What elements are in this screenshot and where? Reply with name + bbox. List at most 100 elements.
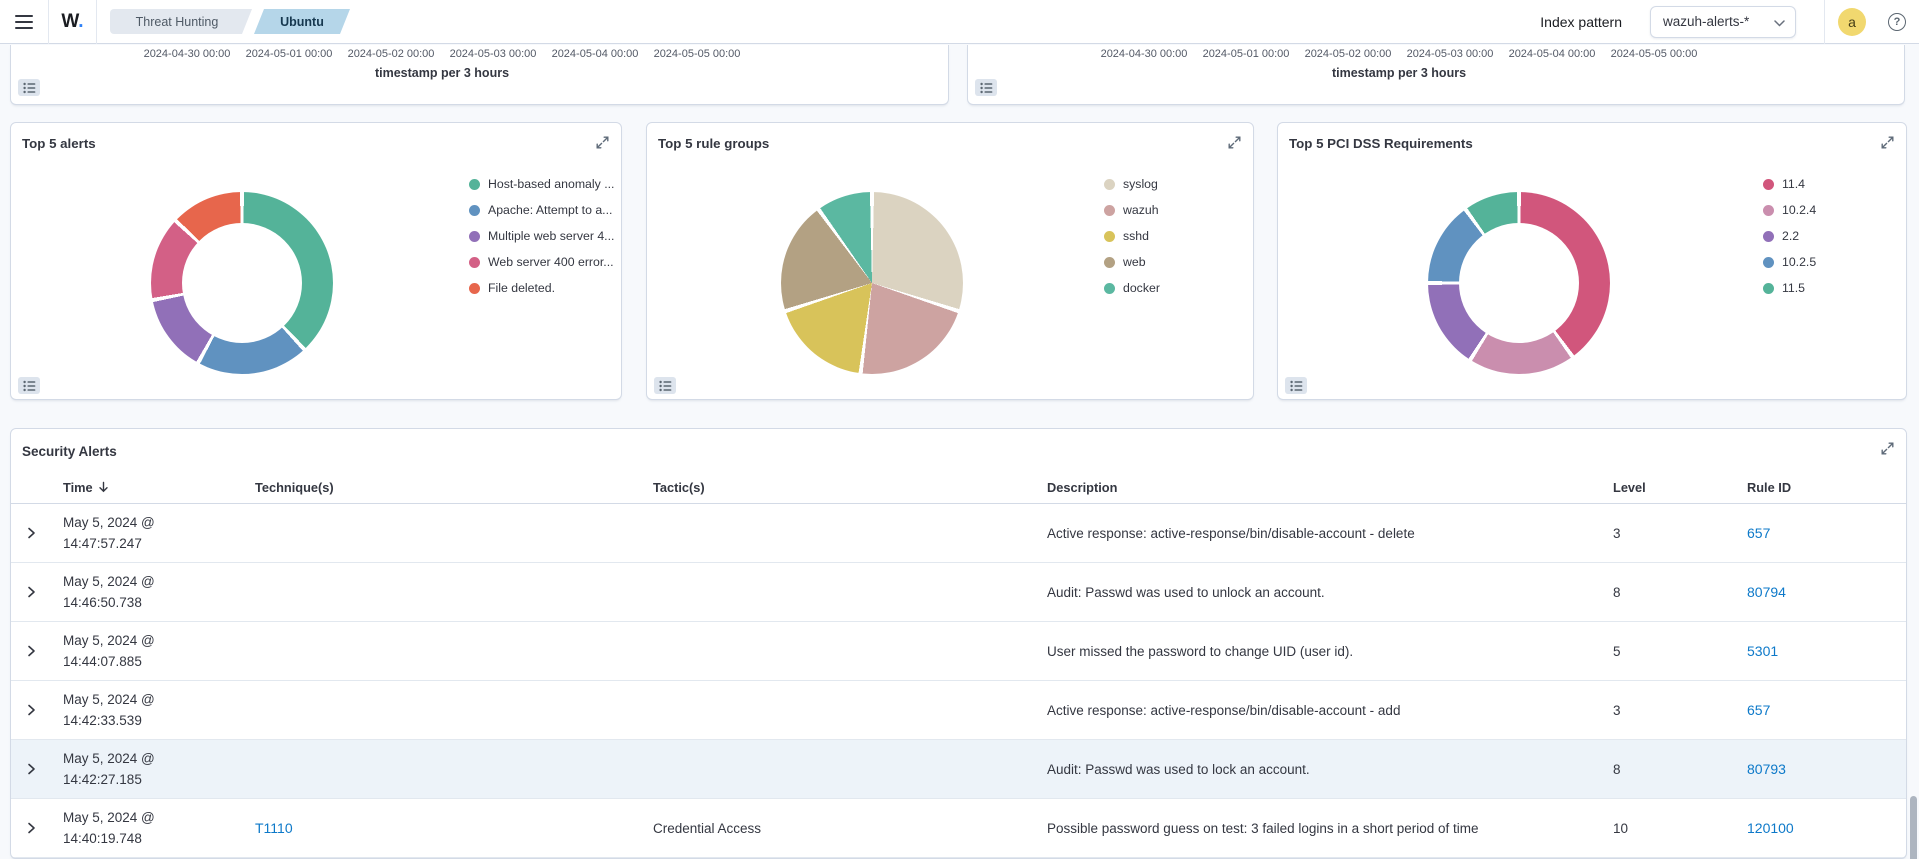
rule-id-link[interactable]: 120100 [1747,819,1794,836]
legend-item[interactable]: File deleted. [469,281,614,295]
breadcrumb-tab-label: Threat Hunting [135,14,219,29]
alerts-table: Time Technique(s) Tactic(s) Description Leve… [11,471,1906,858]
cell-rule-id: 657 [1735,523,1906,544]
column-header-technique-s-[interactable]: Technique(s) [243,480,641,495]
donut-chart[interactable] [1428,192,1610,374]
list-icon[interactable] [18,79,40,96]
cell-time: May 5, 2024 @ 14:40:19.748 [63,810,155,846]
chevron-down-icon [1774,19,1785,27]
cell-rule-id: 80794 [1735,582,1906,603]
rule-id-link[interactable]: 657 [1747,524,1771,541]
table-header-row: Time Technique(s) Tactic(s) Description Leve… [11,471,1906,504]
list-icon[interactable] [18,377,40,394]
wazuh-logo[interactable]: W. [61,10,84,32]
hamburger-menu-button[interactable] [0,0,48,44]
rule-id-link[interactable]: 5301 [1747,642,1779,659]
donut-hole [1459,223,1579,343]
table-row: May 5, 2024 @ 14:40:19.748 T1110 Credentia… [11,799,1906,858]
vertical-scrollbar-thumb[interactable] [1910,796,1917,859]
column-header-rule-id[interactable]: Rule ID [1735,480,1906,495]
expand-icon[interactable] [1879,134,1896,151]
legend-item[interactable]: Web server 400 error... [469,255,614,269]
row-expand-button[interactable] [11,622,51,680]
list-icon[interactable] [654,377,676,394]
row-expand-button[interactable] [11,681,51,739]
rule-id-link[interactable]: 80793 [1747,760,1786,777]
cell-level: 10 [1613,820,1629,836]
row-expand-button[interactable] [11,563,51,621]
navbar-divider [96,0,97,44]
index-pattern-select[interactable]: wazuh-alerts-* [1650,5,1796,38]
legend-item[interactable]: syslog [1104,177,1160,191]
cell-rule-id: 657 [1735,700,1906,721]
legend-dot-icon [1763,178,1774,190]
column-header-level[interactable]: Level [1601,480,1735,495]
cell-level: 8 [1613,584,1621,600]
list-icon[interactable] [1285,377,1307,394]
alert-timeline-panel-left: 2024-04-30 00:00 2024-05-01 00:00 2024-05-… [10,45,949,105]
chevron-right-icon [24,762,38,776]
panel-title: Top 5 alerts [22,136,96,151]
row-expand-button[interactable] [11,504,51,562]
legend-item[interactable]: Apache: Attempt to a... [469,203,614,217]
legend-item[interactable]: docker [1104,281,1160,295]
rule-id-link[interactable]: 657 [1747,701,1771,718]
legend-label: wazuh [1123,203,1159,217]
column-header-description[interactable]: Description [1035,480,1601,495]
legend-label: 10.2.4 [1782,203,1817,217]
x-axis-tick-label: 2024-05-04 00:00 [551,48,639,60]
legend-item[interactable]: 11.5 [1763,281,1816,295]
navbar-divider [48,0,49,44]
table-row: May 5, 2024 @ 14:46:50.738 Audit: Passwd … [11,563,1906,622]
top-5-pci-dss-panel: Top 5 PCI DSS Requirements 11.4 10.2.4 2.2… [1277,122,1907,400]
legend-item[interactable]: sshd [1104,229,1160,243]
table-body: May 5, 2024 @ 14:47:57.247 Active respons… [11,504,1906,858]
panel-title: Top 5 PCI DSS Requirements [1289,136,1473,151]
pie-chart[interactable] [781,192,963,374]
breadcrumb-tab-ubuntu[interactable]: Ubuntu [254,9,350,34]
expand-icon[interactable] [1226,134,1243,151]
legend-item[interactable]: wazuh [1104,203,1160,217]
legend-item[interactable]: Multiple web server 4... [469,229,614,243]
chevron-right-icon [24,821,38,835]
x-axis-tick-label: 2024-05-05 00:00 [653,48,741,60]
legend-label: web [1123,255,1146,269]
donut-chart[interactable] [151,192,333,374]
expand-icon[interactable] [594,134,611,151]
top-5-alerts-panel: Top 5 alerts Host-based anomaly ... Apach… [10,122,622,400]
legend-item[interactable]: Host-based anomaly ... [469,177,614,191]
index-pattern-value: wazuh-alerts-* [1663,14,1750,29]
list-icon[interactable] [975,79,997,96]
question-mark-icon[interactable]: ? [1888,12,1906,31]
cell-tactic: Credential Access [653,820,762,836]
breadcrumb-tab-threat-hunting[interactable]: Threat Hunting [110,9,252,34]
cell-time: May 5, 2024 @ 14:42:33.539 [63,692,155,728]
rule-id-link[interactable]: 80794 [1747,583,1786,600]
row-expand-button[interactable] [11,740,51,798]
breadcrumb-tab-label: Ubuntu [280,14,324,29]
donut-hole [182,223,302,343]
user-avatar[interactable]: a [1838,7,1866,36]
row-expand-button[interactable] [11,799,51,857]
column-header-label: Level [1613,479,1646,495]
column-header-time[interactable]: Time [51,480,243,495]
column-header-label: Rule ID [1747,479,1792,495]
legend-dot-icon [1104,204,1115,216]
security-alerts-panel: Security Alerts Time Technique(s) Tactic(s… [10,428,1907,859]
expand-icon[interactable] [1879,440,1896,457]
legend-dot-icon [1104,178,1115,190]
technique-link[interactable]: T1110 [255,819,293,836]
legend-item[interactable]: 11.4 [1763,177,1816,191]
legend-item[interactable]: 10.2.4 [1763,203,1816,217]
x-axis-tick-label: 2024-05-01 00:00 [1202,48,1290,60]
legend-label: 11.5 [1782,281,1806,295]
column-header-tactic-s-[interactable]: Tactic(s) [641,480,1035,495]
chevron-right-icon [24,526,38,540]
legend-label: sshd [1123,229,1149,243]
legend-item[interactable]: 10.2.5 [1763,255,1816,269]
legend-item[interactable]: 2.2 [1763,229,1816,243]
cell-rule-id: 80793 [1735,759,1906,780]
legend-label: syslog [1123,177,1158,191]
legend-item[interactable]: web [1104,255,1160,269]
